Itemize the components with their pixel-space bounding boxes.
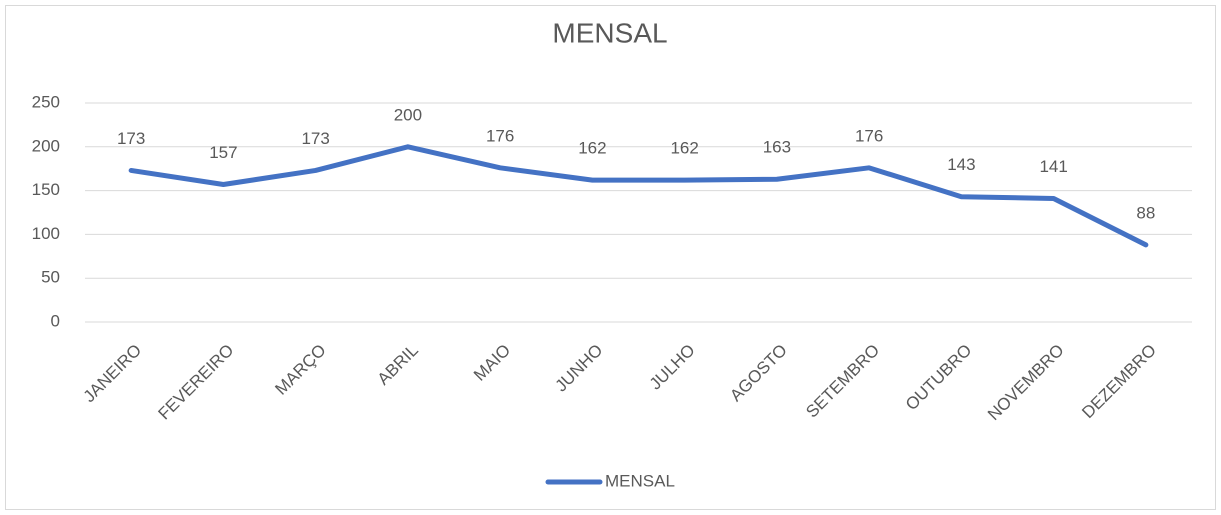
y-tick-label: 200 [32, 136, 60, 155]
y-tick-label: 50 [41, 268, 60, 287]
data-label: 157 [209, 143, 237, 162]
line [128, 144, 1149, 248]
data-label: 88 [1136, 203, 1155, 222]
legend-label: MENSAL [605, 471, 675, 490]
chart-border [5, 5, 1216, 510]
data-label: 163 [763, 138, 791, 157]
data-label: 200 [394, 105, 422, 124]
data-label: 176 [486, 126, 514, 145]
data-label: 162 [670, 139, 698, 158]
data-label: 173 [301, 129, 329, 148]
y-tick-label: 100 [32, 224, 60, 243]
data-label: 173 [117, 129, 145, 148]
y-tick-label: 0 [51, 311, 60, 330]
data-label: 141 [1039, 157, 1067, 176]
chart-title: MENSAL [552, 17, 667, 48]
y-tick-label: 250 [32, 92, 60, 111]
data-label: 176 [855, 126, 883, 145]
data-label: 162 [578, 139, 606, 158]
data-label: 143 [947, 155, 975, 174]
y-tick-label: 150 [32, 180, 60, 199]
